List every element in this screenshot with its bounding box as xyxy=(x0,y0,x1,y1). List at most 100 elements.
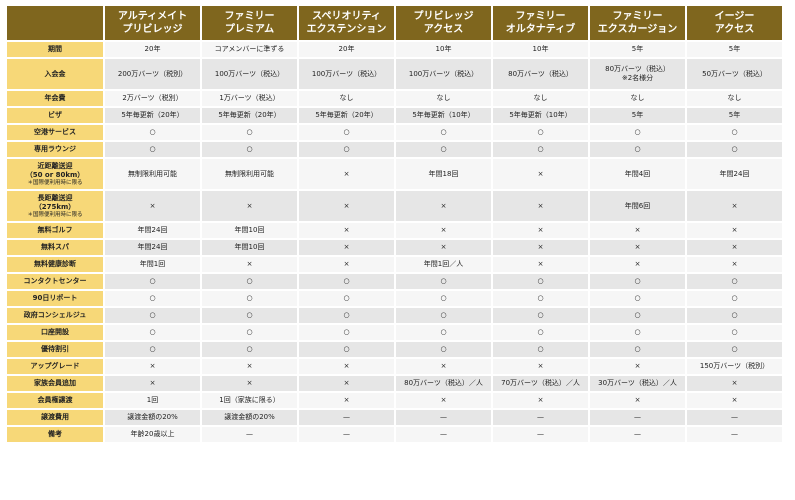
table-cell: 30万バーツ（税込）／人 xyxy=(590,376,685,391)
plan-header-6: ファミリー エクスカージョン xyxy=(590,6,685,40)
table-cell: ○ xyxy=(202,291,297,306)
table-cell: 70万バーツ（税込）／人 xyxy=(493,376,588,391)
table-row: 無料スパ 年間24回 年間10回 × × × × × xyxy=(7,240,782,255)
table-cell: — xyxy=(687,427,782,442)
row-label-text: 譲渡費用 xyxy=(41,413,69,421)
table-row: 優待割引 ○ ○ ○ ○ ○ ○ ○ xyxy=(7,342,782,357)
table-cell: 5年 xyxy=(590,108,685,123)
table-cell: 5年毎更新（20年） xyxy=(299,108,394,123)
table-cell: ○ xyxy=(396,342,491,357)
row-label-text: 口座開設 xyxy=(41,328,69,336)
table-cell: × xyxy=(396,393,491,408)
plan-name-line1: ファミリー xyxy=(515,11,566,22)
table-cell: ○ xyxy=(396,274,491,289)
table-cell: 5年毎更新（10年） xyxy=(493,108,588,123)
table-cell: 年間24回 xyxy=(105,223,200,238)
table-cell: — xyxy=(590,427,685,442)
row-label-text: コンタクトセンター xyxy=(23,277,87,285)
plan-name-line2: アクセス xyxy=(423,24,464,35)
table-cell: × xyxy=(299,240,394,255)
table-cell: × xyxy=(202,376,297,391)
table-row: 入会金 200万バーツ（税別） 100万バーツ（税込） 100万バーツ（税込） 100万… xyxy=(7,59,782,89)
table-cell: 100万バーツ（税込） xyxy=(299,59,394,89)
plan-header-1: アルティメイト プリビレッジ xyxy=(105,6,200,40)
table-cell: 年間1回 xyxy=(105,257,200,272)
table-cell: ○ xyxy=(396,125,491,140)
row-label: 期間 xyxy=(7,42,103,57)
row-label: 長距離送迎 （275km） ＊国際便利用時に限る xyxy=(7,191,103,221)
row-label: 無料健康診断 xyxy=(7,257,103,272)
table-cell: ○ xyxy=(687,325,782,340)
table-cell: 年齢20歳以上 xyxy=(105,427,200,442)
table-cell: × xyxy=(687,257,782,272)
table-cell: ○ xyxy=(687,291,782,306)
table-row: 近距離送迎 （50 or 80km） ＊国際便利用時に限る 無制限利用可能 無制限利用可… xyxy=(7,159,782,189)
table-cell: ○ xyxy=(299,291,394,306)
row-label: 口座開設 xyxy=(7,325,103,340)
table-cell: 150万バーツ（税別） xyxy=(687,359,782,374)
table-cell: 無制限利用可能 xyxy=(202,159,297,189)
table-cell: × xyxy=(299,223,394,238)
table-cell: × xyxy=(105,191,200,221)
table-cell: 20年 xyxy=(299,42,394,57)
row-label: 年会費 xyxy=(7,91,103,106)
table-cell: 5年毎更新（10年） xyxy=(396,108,491,123)
table-cell: × xyxy=(493,223,588,238)
table-cell: なし xyxy=(299,91,394,106)
table-cell: なし xyxy=(493,91,588,106)
table-row: 年会費 2万バーツ（税別） 1万バーツ（税込） なし なし なし なし なし xyxy=(7,91,782,106)
table-cell: × xyxy=(299,393,394,408)
table-cell: ○ xyxy=(202,274,297,289)
table-cell: 年間24回 xyxy=(687,159,782,189)
table-cell: 年間24回 xyxy=(105,240,200,255)
table-cell: × xyxy=(396,191,491,221)
plan-name-line1: プリビレッジ xyxy=(413,11,474,22)
table-cell: 100万バーツ（税込） xyxy=(396,59,491,89)
table-cell: ○ xyxy=(105,274,200,289)
table-cell: なし xyxy=(396,91,491,106)
table-row: アップグレード × × × × × × 150万バーツ（税別） xyxy=(7,359,782,374)
table-cell: ○ xyxy=(590,308,685,323)
table-cell: 5年毎更新（20年） xyxy=(105,108,200,123)
table-cell: コアメンバーに準ずる xyxy=(202,42,297,57)
row-label-text: 政府コンシェルジュ xyxy=(23,311,87,319)
table-row: 譲渡費用 譲渡金額の20% 譲渡金額の20% — — — — — xyxy=(7,410,782,425)
table-cell: — xyxy=(493,427,588,442)
table-cell: × xyxy=(299,376,394,391)
row-label: ビザ xyxy=(7,108,103,123)
table-cell: 20年 xyxy=(105,42,200,57)
table-cell: × xyxy=(493,359,588,374)
table-cell: ○ xyxy=(687,308,782,323)
plan-header-7: イージー アクセス xyxy=(687,6,782,40)
table-cell: 10年 xyxy=(396,42,491,57)
table-row: 無料ゴルフ 年間24回 年間10回 × × × × × xyxy=(7,223,782,238)
table-row: 90日リポート ○ ○ ○ ○ ○ ○ ○ xyxy=(7,291,782,306)
table-cell: ○ xyxy=(590,274,685,289)
table-cell: ○ xyxy=(493,325,588,340)
table-cell: — xyxy=(299,427,394,442)
table-cell: ○ xyxy=(493,125,588,140)
table-body: 期間 20年 コアメンバーに準ずる 20年 10年 10年 5年 5年 入会金 200万バーツ（税… xyxy=(7,42,782,442)
table-cell: ○ xyxy=(105,308,200,323)
row-label: 専用ラウンジ xyxy=(7,142,103,157)
row-label-text: 優待割引 xyxy=(41,345,69,353)
row-label: 優待割引 xyxy=(7,342,103,357)
table-cell: ○ xyxy=(493,308,588,323)
table-cell: — xyxy=(396,427,491,442)
table-cell: × xyxy=(202,191,297,221)
table-cell: × xyxy=(202,359,297,374)
table-cell: × xyxy=(105,376,200,391)
row-label-note: ＊国際便利用時に限る xyxy=(27,211,83,218)
table-cell: × xyxy=(299,159,394,189)
row-label: 家族会員追加 xyxy=(7,376,103,391)
table-cell: ○ xyxy=(105,125,200,140)
table-cell: × xyxy=(299,359,394,374)
table-cell: ○ xyxy=(687,125,782,140)
table-cell: ○ xyxy=(590,125,685,140)
table-cell: ○ xyxy=(202,308,297,323)
table-cell: 譲渡金額の20% xyxy=(202,410,297,425)
plan-name-line2: エクスカージョン xyxy=(597,24,678,35)
row-label-text: 専用ラウンジ xyxy=(34,145,76,153)
table-cell: × xyxy=(299,257,394,272)
row-label-subtext: （50 or 80km） xyxy=(25,170,85,179)
